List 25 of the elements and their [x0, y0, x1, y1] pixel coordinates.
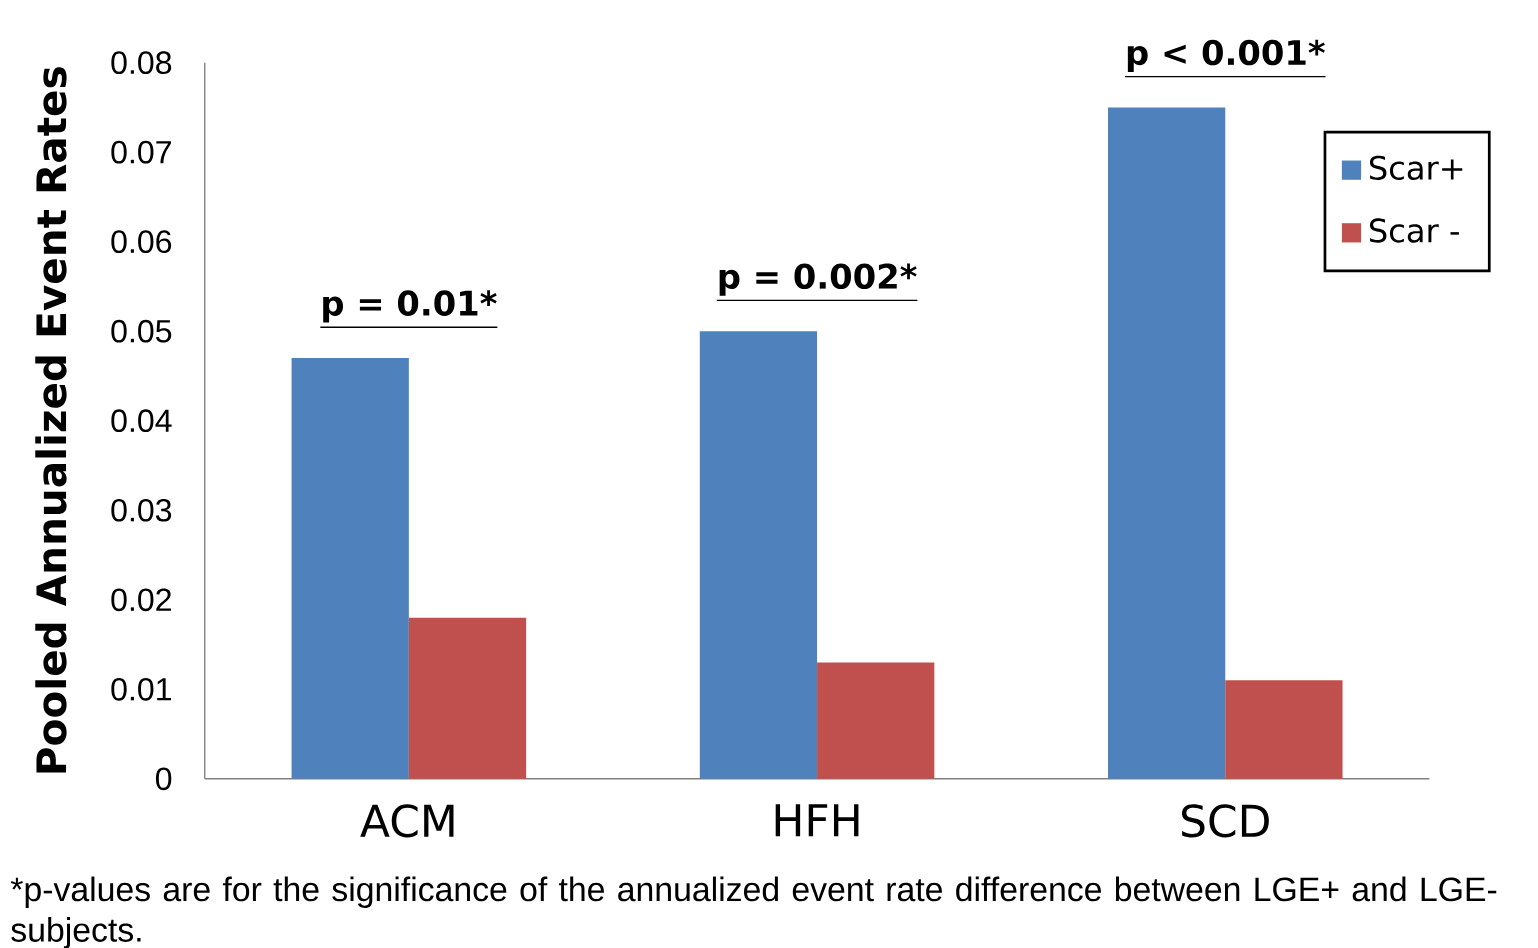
bar [699, 331, 818, 779]
bar [817, 662, 935, 779]
bar [1225, 680, 1343, 779]
y-tick-label: 0.01 [111, 677, 171, 701]
legend-label: Scar+ [1369, 155, 1463, 181]
y-tick-label: 0.08 [111, 51, 172, 75]
legend-label: Scar - [1369, 218, 1459, 243]
y-tick-label: 0.07 [111, 140, 171, 164]
y-axis-title: Pooled Annualized Event Rates [35, 67, 67, 773]
annotation: p = 0.002* [719, 263, 917, 296]
y-tick-label: 0.05 [111, 319, 172, 343]
bar [408, 617, 527, 779]
annotation: p = 0.01* [323, 290, 497, 323]
x-tick-label: SCD [1182, 804, 1269, 838]
text: *p-values are for the significance of the annualized event rate difference between LGE+ and LGE- subjects. [10, 876, 1497, 948]
x-tick-label: HFH [775, 804, 859, 837]
bar [1108, 107, 1226, 779]
x-tick-label: ACM [360, 804, 454, 838]
y-tick-label: 0.06 [111, 230, 172, 254]
bar [291, 358, 409, 779]
y-tick-label: 0.04 [111, 409, 172, 433]
annotation: p < 0.001* [1127, 39, 1325, 72]
y-tick-label: 0.02 [111, 588, 171, 612]
y-tick-label: 0 [155, 767, 172, 791]
y-tick-label: 0.03 [111, 498, 172, 522]
